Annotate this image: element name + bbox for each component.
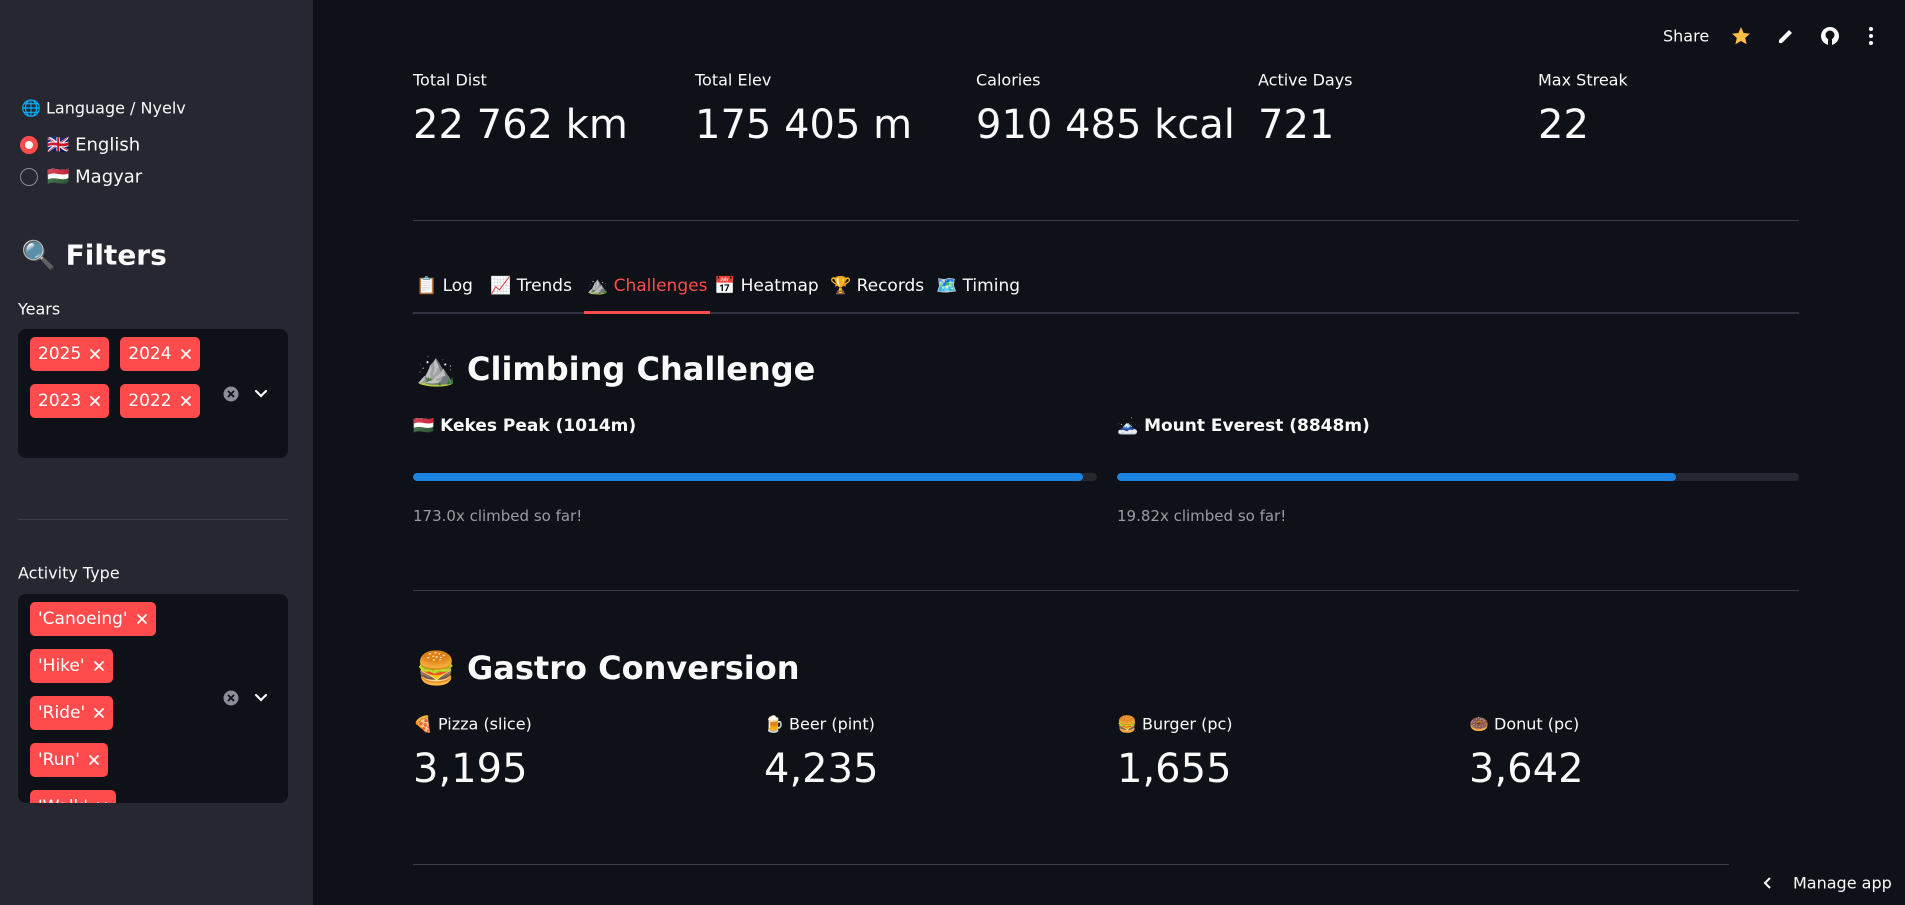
tag-text: 2022 [128,391,172,411]
progress-bar [413,473,1084,481]
dropdown-arrow[interactable] [253,386,269,402]
tab[interactable]: ⛰️ Challenges [587,276,708,296]
tag-remove[interactable] [93,707,105,719]
tag-remove[interactable] [180,348,192,360]
tag-list: 'Canoeing' 'Hike' 'Ride' 'Run' 'Walk' [30,602,215,803]
tag[interactable]: 2022 [120,384,200,418]
tag[interactable]: 2024 [120,337,200,371]
tab-highlight [584,311,710,314]
tag-remove[interactable] [89,395,101,407]
gastro-label: 🍺 Beer (pint) [764,714,875,734]
tag-remove[interactable] [136,613,148,625]
radio-button[interactable] [20,168,38,186]
peak-caption: 19.82x climbed so far! [1117,507,1287,525]
tag[interactable]: 'Walk' [30,790,117,803]
radio-label[interactable]: 🇭🇺 Magyar [47,166,143,188]
multiselect[interactable]: 2025 2024 2023 2022 [18,329,288,458]
peak-name: 🇭🇺 Kekes Peak (1014m) [413,416,637,436]
menu-icon[interactable] [1867,26,1875,46]
tag[interactable]: 2023 [30,384,110,418]
tab[interactable]: 🏆 Records [830,276,925,296]
filter-label: Activity Type [18,563,120,583]
tag-remove[interactable] [88,754,100,766]
tag-text: 2025 [38,344,82,364]
metric-label: Active Days [1258,70,1353,90]
gastro-value: 4,235 [764,746,879,792]
section-heading: 🍔 Gastro Conversion [416,649,800,687]
language-label: 🌐 Language / Nyelv [21,98,186,118]
tag-text: 'Canoeing' [38,609,128,629]
dropdown-arrow[interactable] [253,690,269,706]
tab[interactable]: 📋 Log [416,276,473,296]
tag-remove[interactable] [93,660,105,672]
tab-bar-line [413,312,1799,314]
metric-value: 175 405 m [695,102,913,148]
metric-value: 22 [1538,102,1589,148]
metric-label: Total Elev [695,70,772,90]
filter-label: Years [18,299,61,319]
progress-bar [1117,473,1677,481]
tab[interactable]: 📅 Heatmap [714,276,819,296]
tab[interactable]: 📈 Trends [490,276,572,296]
tag-text: 2023 [38,391,82,411]
progress-track [1117,473,1799,481]
tag[interactable]: 'Run' [30,743,108,777]
metric-value: 721 [1258,102,1335,148]
metric-label: Calories [976,70,1041,90]
gastro-label: 🍕 Pizza (slice) [413,714,532,734]
radio-button[interactable] [20,136,38,154]
tag[interactable]: 'Canoeing' [30,602,156,636]
github-icon[interactable] [1820,26,1840,46]
edit-icon[interactable] [1777,27,1795,45]
gastro-label: 🍩 Donut (pc) [1469,714,1580,734]
metric-value: 910 485 kcal [976,102,1235,148]
tag-list: 2025 2024 2023 2022 [30,337,215,418]
manage-app-button[interactable]: Manage app [1793,873,1892,893]
gastro-value: 1,655 [1117,746,1232,792]
tag-remove[interactable] [180,395,192,407]
divider [413,864,1729,865]
section-heading: ⛰️ Climbing Challenge [416,350,816,388]
gastro-value: 3,195 [413,746,528,792]
gastro-value: 3,642 [1469,746,1584,792]
tag-text: 2024 [128,344,172,364]
clear-all[interactable] [223,690,239,706]
filters-heading: 🔍 Filters [21,238,167,272]
tag-remove[interactable] [96,801,108,803]
tag-text: 'Ride' [38,703,86,723]
tag[interactable]: 'Hike' [30,649,113,683]
metric-value: 22 762 km [413,102,628,148]
divider [18,519,288,520]
metric-label: Total Dist [413,70,487,90]
metric-label: Max Streak [1538,70,1628,90]
tag-text: 'Run' [38,750,80,770]
peak-name: 🗻 Mount Everest (8848m) [1117,416,1370,436]
gastro-label: 🍔 Burger (pc) [1117,714,1233,734]
tag-text: 'Hike' [38,656,85,676]
tag[interactable]: 2025 [30,337,110,371]
radio-label[interactable]: 🇬🇧 English [47,134,141,156]
sidebar: 🌐 Language / Nyelv 🇬🇧 English 🇭🇺 Magyar 🔍 F… [0,0,313,905]
tag-text: 'Walk' [38,797,88,803]
tag[interactable]: 'Ride' [30,696,114,730]
tab[interactable]: 🗺️ Timing [936,276,1021,296]
clear-all[interactable] [223,386,239,402]
divider [413,590,1799,591]
peak-caption: 173.0x climbed so far! [413,507,583,525]
manage-chevron[interactable] [1760,875,1776,891]
star-icon[interactable] [1731,26,1751,46]
divider [413,220,1799,221]
multiselect[interactable]: 'Canoeing' 'Hike' 'Ride' 'Run' 'Walk' [18,594,288,803]
share-button[interactable]: Share [1663,26,1710,46]
tag-remove[interactable] [89,348,101,360]
progress-track [413,473,1097,481]
